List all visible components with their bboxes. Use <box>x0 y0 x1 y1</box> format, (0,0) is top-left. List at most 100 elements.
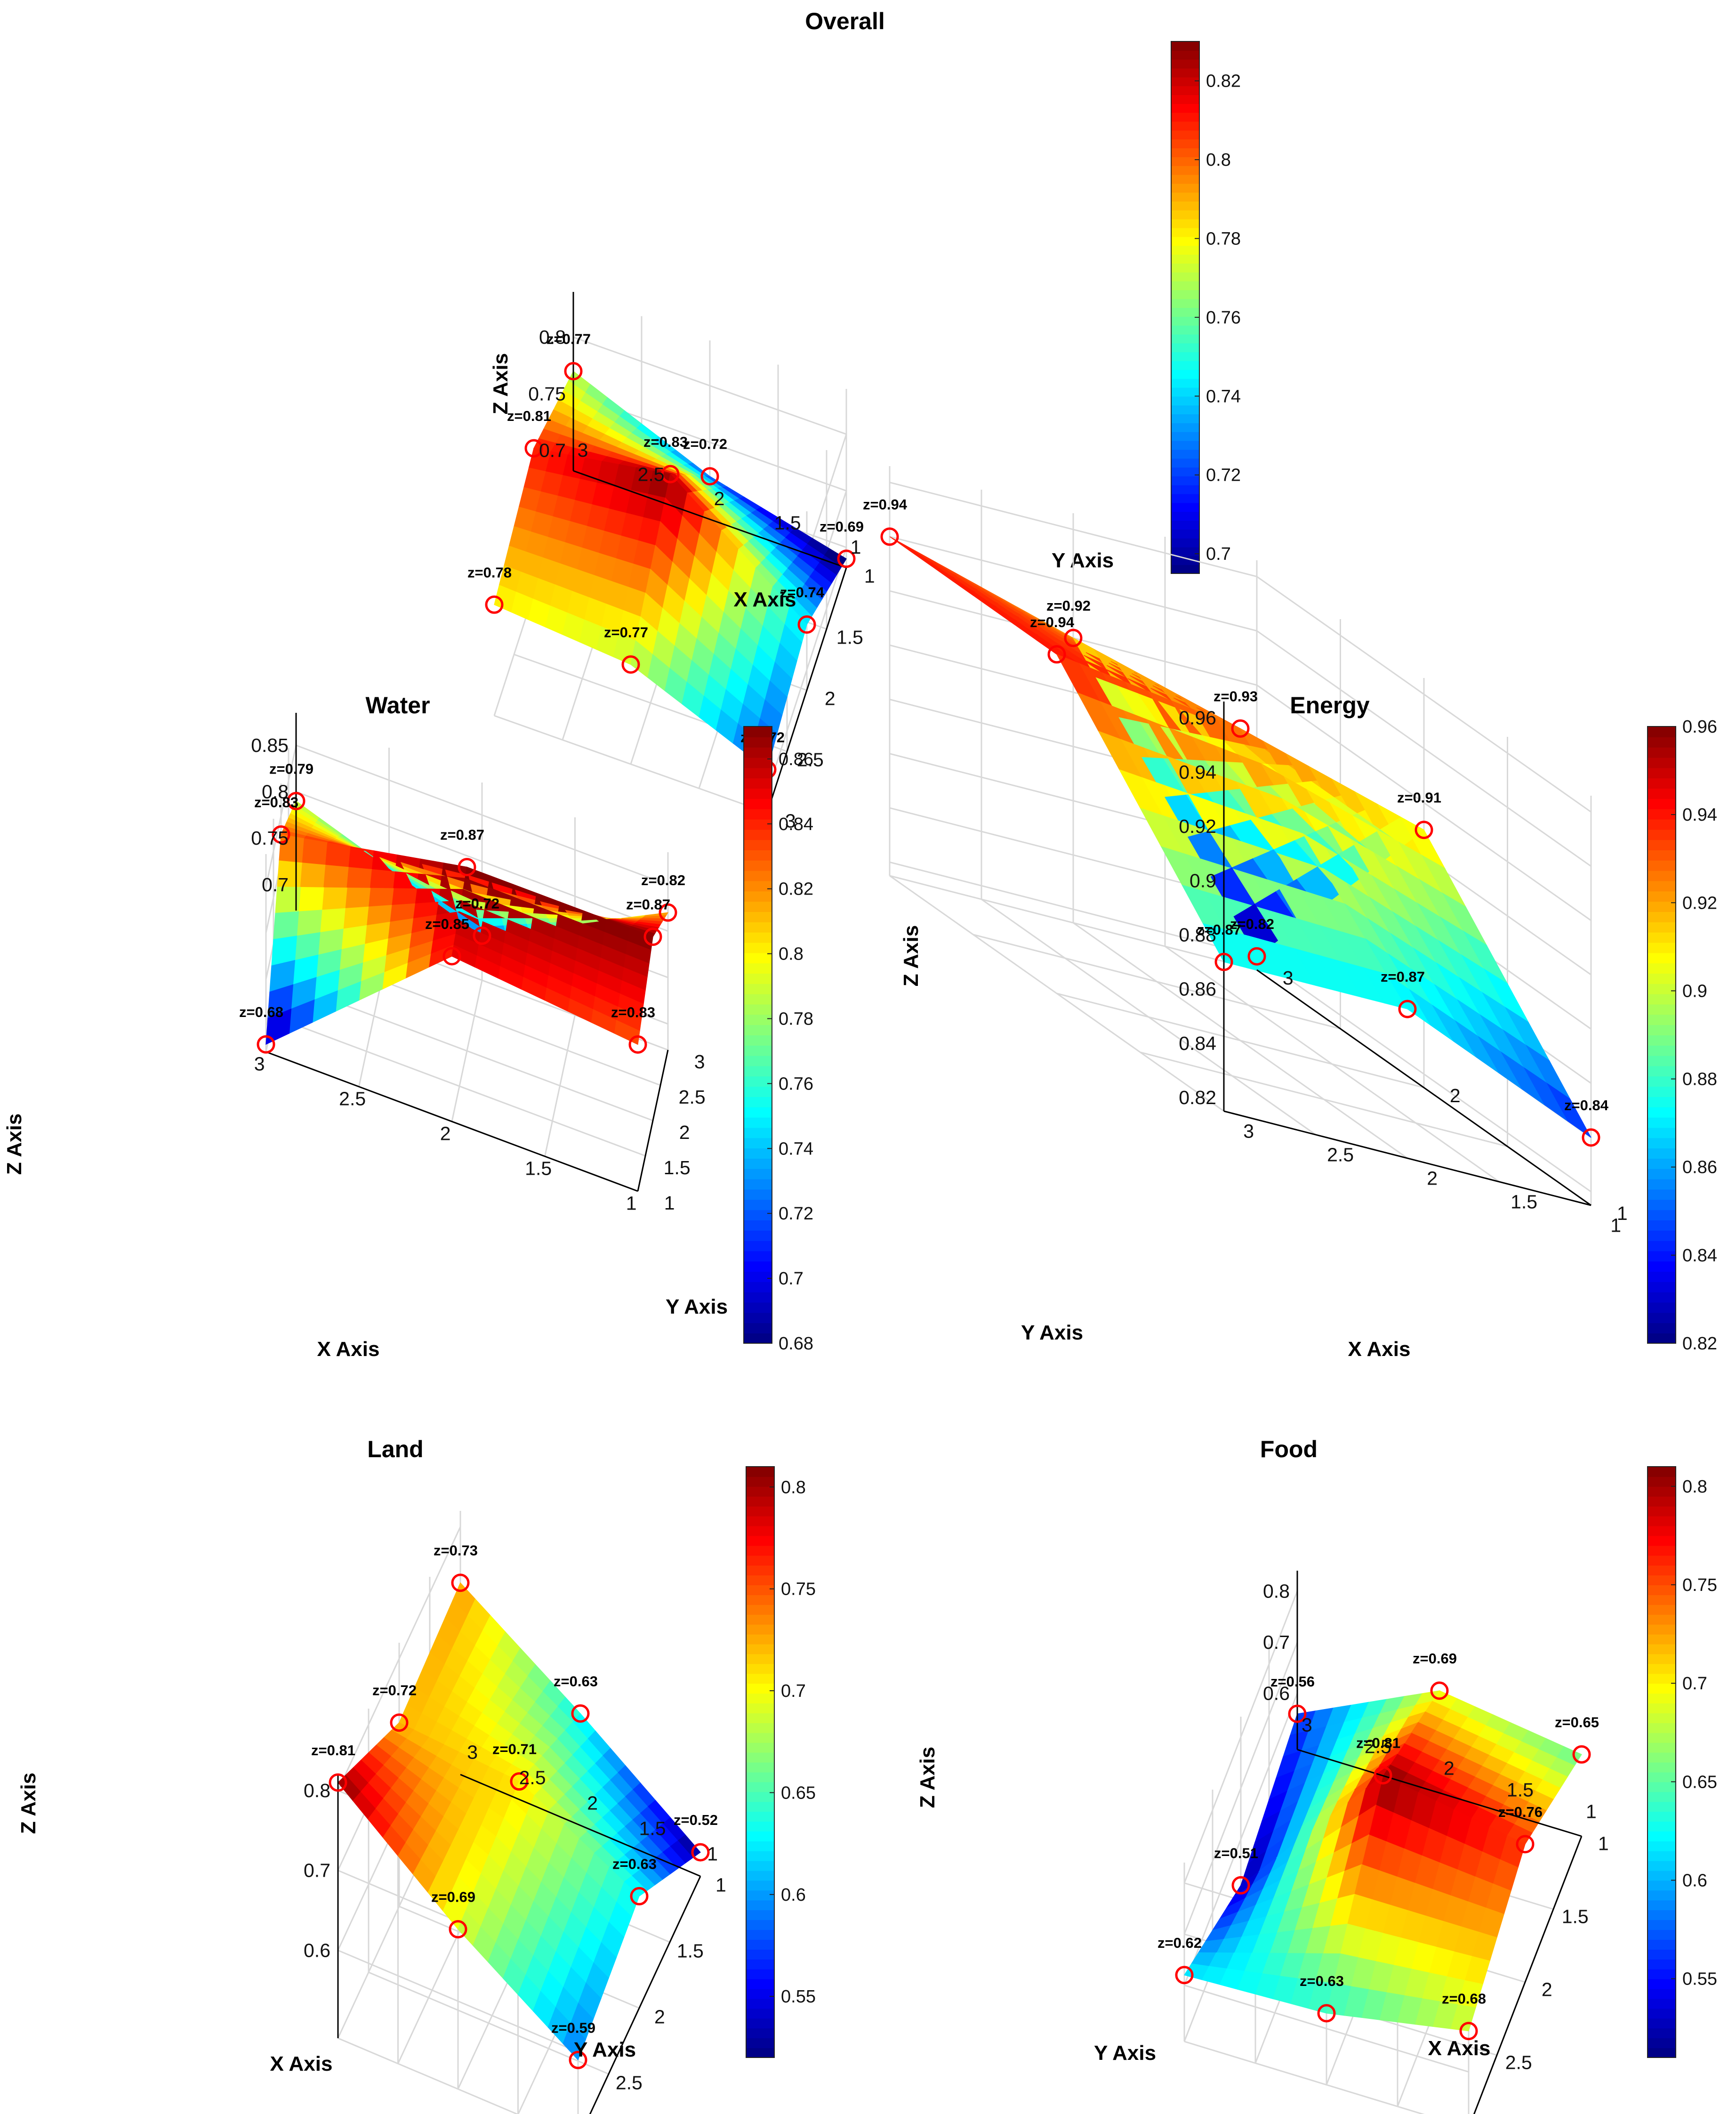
colorbar-segment <box>1648 1742 1676 1753</box>
colorbar-segment <box>744 1302 772 1313</box>
colorbar-segment <box>744 1004 772 1015</box>
colorbar-tick-label: 0.86 <box>779 750 813 769</box>
colorbar-segment <box>1648 1929 1676 1940</box>
data-label: z=0.72 <box>683 436 727 452</box>
z-tick-label: 0.7 <box>1263 1631 1290 1653</box>
colorbar-segment <box>746 1959 774 1969</box>
grid-line <box>1140 1051 1508 1147</box>
colorbar-segment <box>746 1565 774 1576</box>
x-tick-label: 2.5 <box>1505 2052 1532 2074</box>
x-tick-label: 2 <box>440 1123 451 1145</box>
axes <box>572 292 847 813</box>
colorbar-frame <box>1647 726 1676 1344</box>
colorbar-segment <box>1171 86 1199 95</box>
z-tick-label: 0.84 <box>1179 1033 1216 1054</box>
data-point-marker <box>797 615 816 634</box>
colorbar-segment <box>1171 556 1199 565</box>
colorbar-segment <box>746 1486 774 1497</box>
x-tick-label: 2 <box>1427 1168 1438 1189</box>
y-axis-label: Y Axis <box>1021 1321 1083 1344</box>
grid-line <box>338 1949 579 2053</box>
colorbar-segment <box>1648 1106 1676 1118</box>
colorbar-segment <box>1648 860 1676 871</box>
data-label: z=0.56 <box>1270 1673 1315 1690</box>
axes <box>1223 702 1591 1206</box>
colorbar-segment <box>744 880 772 892</box>
colorbar-segment <box>746 1831 774 1841</box>
colorbar-segment <box>1648 1486 1676 1497</box>
colorbar-segment <box>1648 829 1676 840</box>
colorbar-segment <box>1648 1949 1676 1960</box>
colorbar-segment <box>746 1929 774 1940</box>
colorbar-segment <box>746 1467 774 1477</box>
z-tick-label: 0.8 <box>539 326 566 348</box>
colorbar-segment <box>1648 1220 1676 1231</box>
x-tick-label: 2.5 <box>339 1088 366 1110</box>
data-label: z=0.52 <box>674 1812 718 1828</box>
grid-line <box>889 875 1257 971</box>
chart-title: Food <box>1260 1436 1318 1462</box>
colorbar-segment <box>1648 798 1676 809</box>
colorbar-segment <box>746 1693 774 1703</box>
data-label: z=0.63 <box>554 1673 598 1689</box>
colorbar-segment <box>744 1035 772 1046</box>
colorbar-segment <box>1648 1821 1676 1832</box>
colorbar-segment <box>746 1604 774 1615</box>
colorbar-segment <box>1171 245 1199 255</box>
colorbar-segment <box>1648 1199 1676 1210</box>
colorbar-segment <box>1171 529 1199 539</box>
data-label: z=0.91 <box>1397 790 1441 806</box>
data-point-marker <box>510 1772 529 1791</box>
colorbar-segment <box>746 1880 774 1891</box>
y-axis-label: Y Axis <box>1052 549 1114 572</box>
grid-line <box>973 934 1341 1030</box>
data-point-marker <box>1231 1876 1250 1895</box>
data-point-marker <box>569 2050 587 2069</box>
colorbar-segment <box>1171 405 1199 414</box>
colorbar-segment <box>744 1178 772 1190</box>
data-label: z=0.62 <box>1157 1935 1202 1951</box>
colorbar-segment <box>1648 1004 1676 1015</box>
colorbar-segment <box>746 1673 774 1684</box>
colorbar-segment <box>744 921 772 933</box>
colorbar-segment <box>1648 1850 1676 1861</box>
x-tick-label: 3 <box>1243 1121 1254 1142</box>
colorbar-segment <box>746 2018 774 2029</box>
colorbar-tick-label: 0.8 <box>1682 1477 1707 1497</box>
colorbar-segment <box>1648 1178 1676 1190</box>
colorbar-segment <box>1648 819 1676 830</box>
grid-line <box>573 336 847 435</box>
colorbar-segment <box>1648 1870 1676 1881</box>
colorbar-segment <box>1648 1782 1676 1792</box>
colorbar-segment <box>1171 165 1199 175</box>
colorbar-segment <box>744 1148 772 1159</box>
colorbar-segment <box>746 1772 774 1783</box>
colorbar-segment <box>1171 520 1199 530</box>
x-tick-label: 1.5 <box>1511 1191 1537 1213</box>
colorbar-segment <box>1648 1644 1676 1654</box>
colorbar-segment <box>1648 1703 1676 1713</box>
colorbar-segment <box>1648 1506 1676 1517</box>
colorbar-segment <box>1171 343 1199 353</box>
z-tick-label: 0.7 <box>304 1860 330 1881</box>
colorbar-segment <box>1648 921 1676 933</box>
y-axis-label: Y Axis <box>1094 2041 1156 2065</box>
data-point-marker <box>1459 2022 1478 2041</box>
colorbar-tick-label: 0.8 <box>779 944 804 964</box>
colorbar-segment <box>746 1663 774 1674</box>
data-point-marker <box>1430 1681 1449 1700</box>
colorbar-segment <box>1648 2048 1676 2058</box>
chart-title: Land <box>367 1436 423 1462</box>
colorbar-tick-label: 0.75 <box>1682 1575 1717 1595</box>
colorbar-segment <box>1648 1189 1676 1200</box>
colorbar-tick-label: 0.86 <box>1682 1158 1717 1178</box>
colorbar-segment <box>744 1138 772 1149</box>
colorbar-segment <box>1648 1086 1676 1097</box>
colorbar-tick-label: 0.92 <box>1682 893 1717 913</box>
data-point-marker <box>524 439 543 458</box>
colorbar-segment <box>746 1742 774 1753</box>
z-tick-label: 0.9 <box>1189 870 1216 891</box>
colorbar-segment <box>1648 983 1676 994</box>
colorbar-segment <box>744 912 772 922</box>
colorbar-segment <box>744 850 772 861</box>
